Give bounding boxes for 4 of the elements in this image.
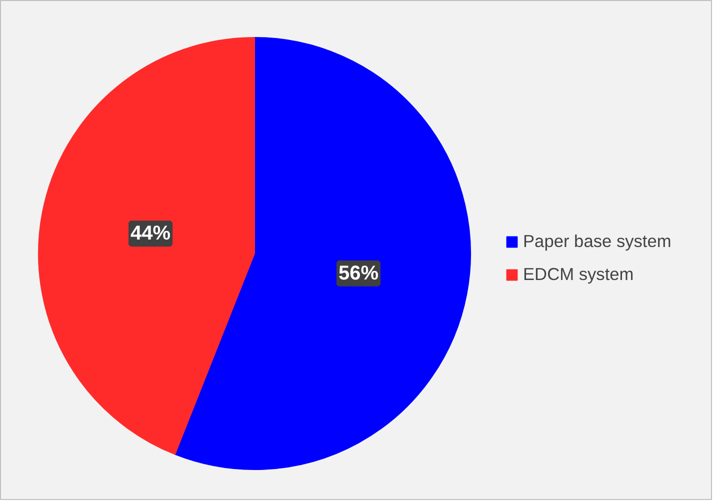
data-label: 44%	[130, 222, 171, 245]
legend-label: EDCM system	[523, 264, 634, 285]
data-label: 56%	[338, 262, 379, 284]
legend-label: Paper base system	[523, 231, 672, 252]
